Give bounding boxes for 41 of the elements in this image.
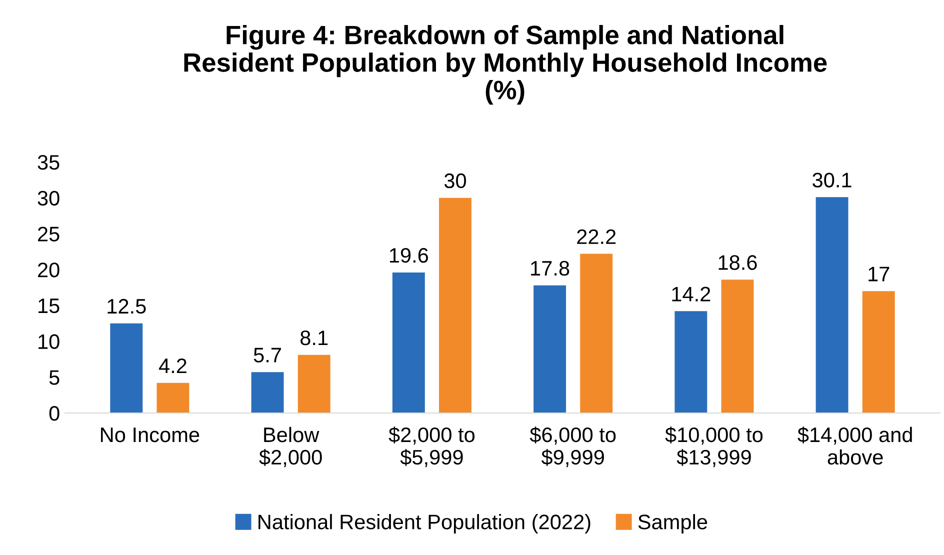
bar	[580, 254, 613, 413]
bar	[674, 311, 708, 413]
data-label: 4.2	[158, 358, 186, 373]
bar	[392, 272, 425, 413]
x-tick-label: $2,000 to $5,999	[388, 426, 475, 468]
x-tick-label: $6,000 to $9,999	[530, 426, 616, 468]
data-label: 14.2	[672, 286, 710, 302]
x-tick-label: $14,000 and above	[798, 426, 912, 465]
data-label: 30	[444, 173, 466, 188]
y-tick-label: 15	[38, 298, 60, 314]
chart-title: Figure 4: Breakdown of Sample and National Resident Population by Monthly Household Income (%)	[184, 24, 827, 105]
legend-label: Sample	[638, 514, 708, 534]
bar	[816, 197, 848, 413]
data-label: 30.1	[812, 172, 852, 188]
x-tick-label: Below $2,000	[259, 426, 322, 468]
bar	[156, 382, 190, 413]
bar	[721, 280, 754, 413]
bar	[438, 198, 472, 413]
y-tick-label: 10	[38, 334, 60, 350]
y-tick-label: 20	[38, 262, 60, 278]
data-label: 12.5	[108, 298, 146, 314]
bar	[110, 323, 143, 413]
data-label: 17.8	[531, 260, 570, 276]
x-tick-label: $10,000 to $13,999	[665, 426, 763, 468]
y-tick-label: 0	[49, 406, 60, 421]
legend-label: National Resident Population (2022)	[258, 514, 590, 534]
data-label: 17	[868, 266, 890, 282]
bar	[862, 291, 895, 413]
data-label: 22.2	[577, 229, 616, 244]
bar	[298, 354, 330, 413]
y-tick-label: 35	[38, 155, 60, 170]
data-label: 8.1	[300, 330, 328, 346]
data-label: 18.6	[718, 255, 757, 270]
data-label: 5.7	[254, 348, 281, 362]
data-label: 19.6	[390, 248, 428, 263]
y-tick-label: 30	[38, 190, 60, 206]
y-tick-label: 5	[49, 370, 60, 385]
y-tick-label: 25	[38, 226, 60, 242]
x-tick-label: No Income	[101, 428, 200, 442]
bar	[251, 372, 284, 413]
bar	[534, 285, 566, 413]
